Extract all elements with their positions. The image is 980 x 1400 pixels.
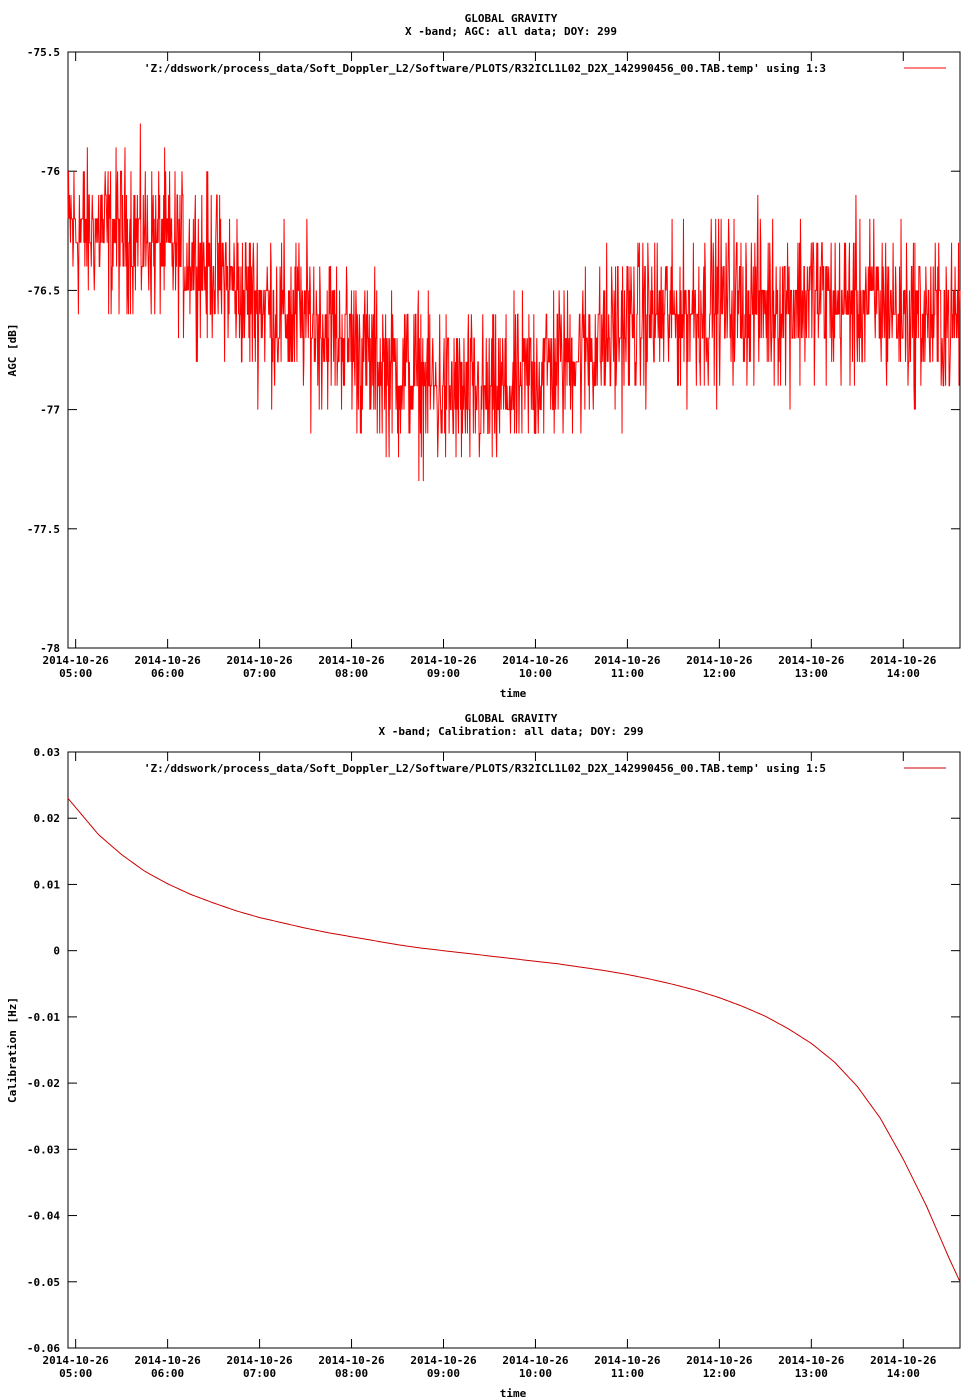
y-tick-label: -75.5: [27, 46, 60, 59]
y-tick-label: 0.02: [34, 812, 61, 825]
x-tick-label-date: 2014-10-26: [226, 654, 293, 667]
x-tick-label-time: 14:00: [887, 1367, 920, 1380]
x-tick-label-time: 09:00: [427, 667, 460, 680]
x-tick-label-date: 2014-10-26: [135, 1354, 202, 1367]
x-tick-label-time: 14:00: [887, 667, 920, 680]
x-tick-label-time: 12:00: [703, 1367, 736, 1380]
x-tick-label-time: 09:00: [427, 1367, 460, 1380]
x-tick-label-date: 2014-10-26: [410, 1354, 477, 1367]
y-tick-label: -76: [40, 165, 60, 178]
x-tick-label-time: 08:00: [335, 1367, 368, 1380]
x-tick-label-date: 2014-10-26: [778, 654, 845, 667]
x-tick-label-time: 05:00: [59, 667, 92, 680]
x-tick-label-date: 2014-10-26: [686, 654, 753, 667]
x-tick-label-time: 11:00: [611, 1367, 644, 1380]
plot-frame: [67, 751, 961, 1349]
x-tick-label-date: 2014-10-26: [594, 654, 661, 667]
x-axis-label: time: [500, 687, 527, 700]
x-tick-label-date: 2014-10-26: [226, 1354, 293, 1367]
y-axis-label: AGC [dB]: [6, 324, 19, 377]
y-tick-label: -78: [40, 642, 60, 655]
x-tick-label-time: 13:00: [795, 1367, 828, 1380]
y-tick-label: -77.5: [27, 523, 60, 536]
x-tick-label-time: 10:00: [519, 667, 552, 680]
y-axis-label: Calibration [Hz]: [6, 997, 19, 1103]
chart-subtitle: X -band; AGC: all data; DOY: 299: [405, 25, 617, 38]
x-tick-label-time: 06:00: [151, 1367, 184, 1380]
plot-frame: [67, 51, 961, 649]
y-tick-label: 0: [53, 945, 60, 958]
x-tick-label-date: 2014-10-26: [318, 1354, 385, 1367]
x-tick-label-time: 07:00: [243, 1367, 276, 1380]
x-tick-label-time: 08:00: [335, 667, 368, 680]
x-tick-label-time: 06:00: [151, 667, 184, 680]
x-tick-label-time: 07:00: [243, 667, 276, 680]
y-tick-label: -0.02: [27, 1077, 60, 1090]
y-tick-label: 0.03: [34, 746, 61, 759]
x-tick-label-time: 12:00: [703, 667, 736, 680]
y-tick-label: -0.01: [27, 1011, 60, 1024]
legend-label: 'Z:/ddswork/process_data/Soft_Doppler_L2…: [144, 62, 826, 75]
legend-label: 'Z:/ddswork/process_data/Soft_Doppler_L2…: [144, 762, 826, 775]
x-tick-label-date: 2014-10-26: [502, 654, 569, 667]
x-tick-label-time: 11:00: [611, 667, 644, 680]
x-tick-label-date: 2014-10-26: [870, 654, 937, 667]
y-tick-label: -77: [40, 404, 60, 417]
x-tick-label-date: 2014-10-26: [43, 654, 110, 667]
x-tick-label-date: 2014-10-26: [410, 654, 477, 667]
series-line: [67, 798, 961, 1282]
y-tick-label: 0.01: [34, 878, 61, 891]
x-tick-label-time: 05:00: [59, 1367, 92, 1380]
x-tick-label-date: 2014-10-26: [686, 1354, 753, 1367]
y-tick-label: -0.06: [27, 1342, 60, 1355]
x-tick-label-time: 13:00: [795, 667, 828, 680]
y-tick-label: -0.05: [27, 1276, 60, 1289]
y-tick-label: -76.5: [27, 284, 60, 297]
series-line: [67, 123, 961, 482]
x-tick-label-date: 2014-10-26: [43, 1354, 110, 1367]
chart-title: GLOBAL GRAVITY: [465, 12, 558, 25]
x-tick-label-date: 2014-10-26: [318, 654, 385, 667]
x-axis-label: time: [500, 1387, 527, 1400]
x-tick-label-time: 10:00: [519, 1367, 552, 1380]
x-tick-label-date: 2014-10-26: [135, 654, 202, 667]
chart-title: GLOBAL GRAVITY: [465, 712, 558, 725]
chart-subtitle: X -band; Calibration: all data; DOY: 299: [379, 725, 644, 738]
x-tick-label-date: 2014-10-26: [502, 1354, 569, 1367]
x-tick-label-date: 2014-10-26: [778, 1354, 845, 1367]
x-tick-label-date: 2014-10-26: [594, 1354, 661, 1367]
x-tick-label-date: 2014-10-26: [870, 1354, 937, 1367]
y-tick-label: -0.03: [27, 1143, 60, 1156]
y-tick-label: -0.04: [27, 1210, 60, 1223]
